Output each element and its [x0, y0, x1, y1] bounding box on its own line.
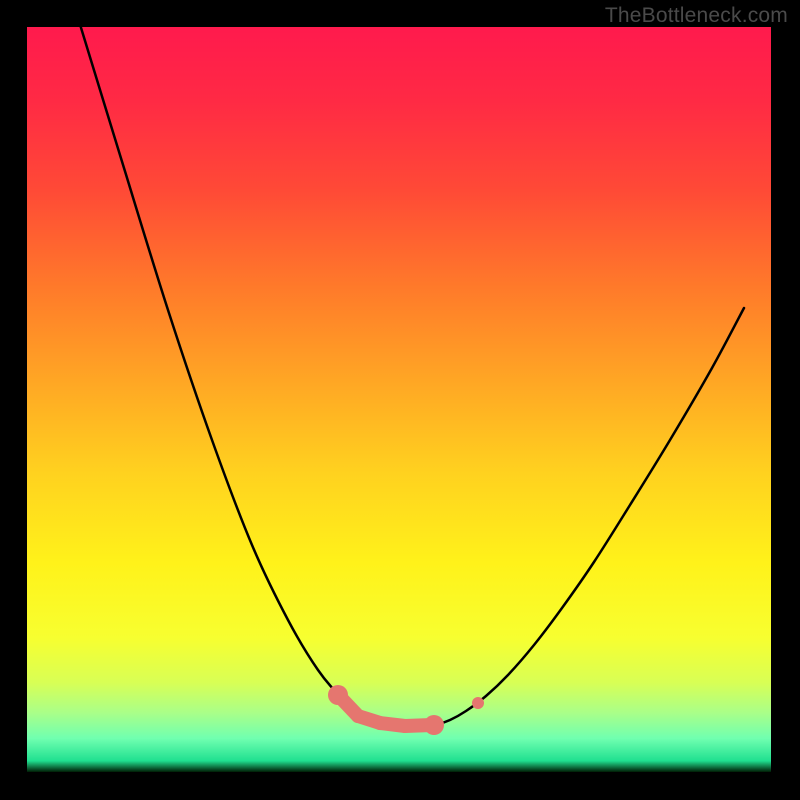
watermark-label: TheBottleneck.com — [605, 4, 788, 28]
chart-frame: TheBottleneck.com — [0, 0, 800, 800]
curve-marker — [424, 715, 444, 735]
bottleneck-curve-chart — [0, 0, 800, 800]
curve-marker-small — [472, 697, 484, 709]
gradient-background — [27, 27, 771, 772]
curve-marker — [328, 685, 348, 705]
